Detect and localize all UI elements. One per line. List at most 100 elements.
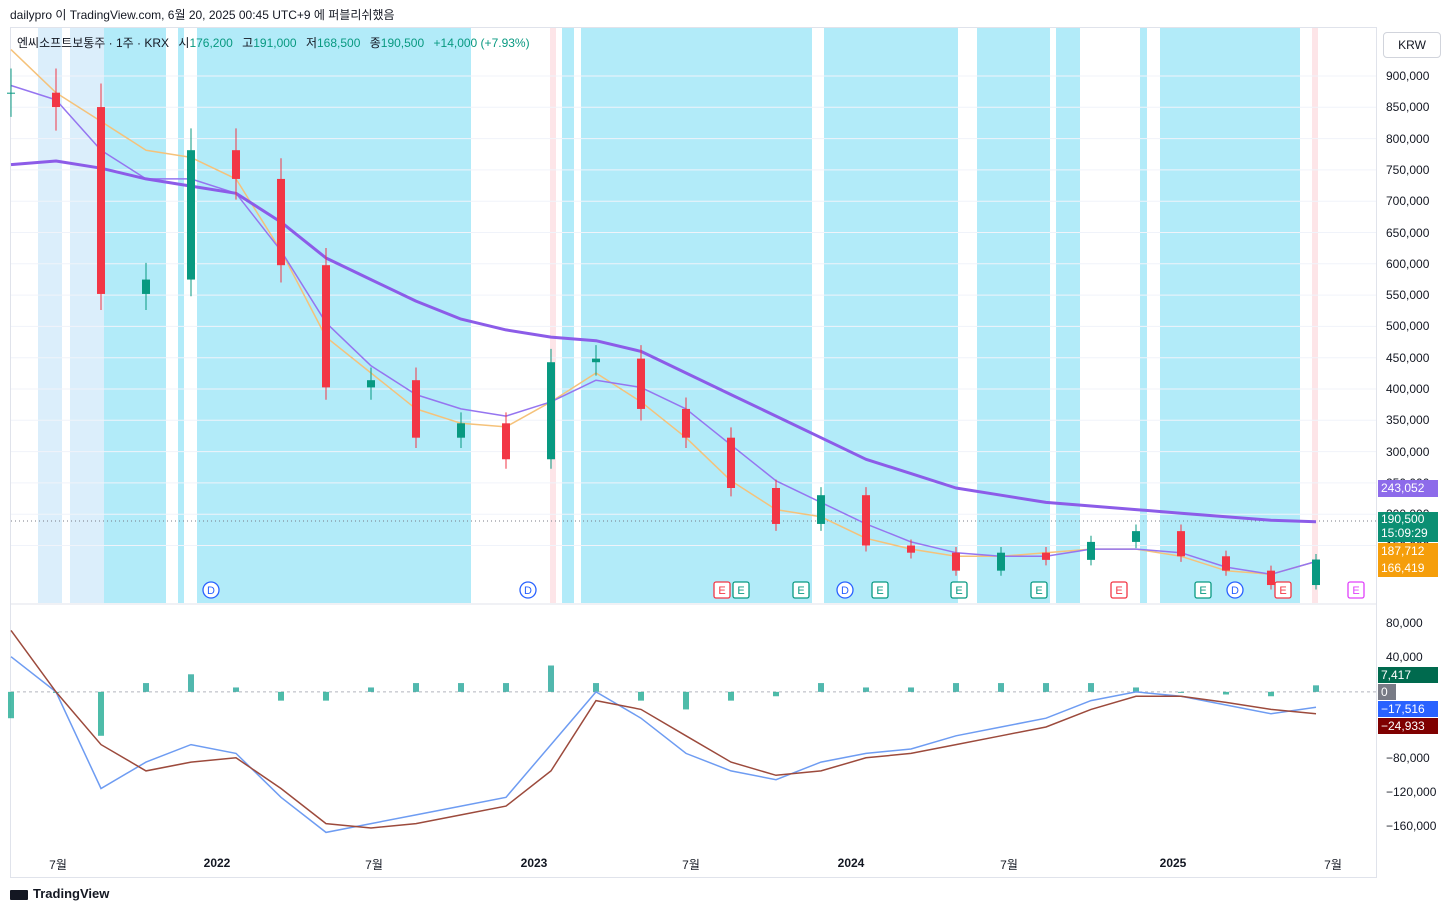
band — [197, 28, 471, 603]
candle-body — [772, 488, 780, 524]
macd-histogram-bar — [143, 683, 149, 692]
candle-body — [1042, 552, 1050, 560]
price-tick: 400,000 — [1386, 382, 1430, 396]
time-tick: 2022 — [203, 856, 231, 870]
earnings-marker — [732, 581, 750, 599]
macd-histogram-bar — [908, 687, 914, 692]
macd-signal-tag: −24,933 — [1378, 718, 1438, 734]
macd-tick: −120,000 — [1386, 785, 1437, 799]
last-price-tag: 190,500 15:09:29 — [1378, 512, 1438, 542]
event-label: E — [1199, 585, 1206, 597]
price-tick: 800,000 — [1386, 131, 1430, 146]
last-price: 190,500 — [1381, 512, 1425, 526]
price-tick: 350,000 — [1386, 413, 1430, 428]
price-tick: 300,000 — [1386, 444, 1430, 459]
band — [1312, 28, 1318, 603]
band — [1160, 28, 1300, 603]
event-label: E — [1115, 585, 1122, 597]
candle-body — [142, 279, 150, 294]
candle-body — [7, 92, 15, 94]
macd-histogram-bar — [1133, 687, 1139, 692]
candle-body — [592, 358, 600, 363]
macd-histogram-bar — [548, 665, 554, 692]
band — [1140, 28, 1147, 603]
macd-histogram-bar — [728, 691, 734, 701]
macd-histogram-bar — [1088, 683, 1094, 692]
time-tick: 2025 — [1159, 856, 1187, 870]
time-tick: 2023 — [520, 856, 548, 870]
currency-button[interactable]: KRW — [1383, 32, 1441, 58]
candle-body — [502, 423, 510, 460]
earnings-marker — [1194, 581, 1212, 599]
candle-body — [547, 362, 555, 460]
earnings-marker — [1110, 581, 1128, 599]
event-label: E — [1352, 585, 1359, 597]
price-tick: 600,000 — [1386, 256, 1430, 271]
band — [1056, 28, 1080, 603]
grid-lines — [11, 75, 1376, 605]
band — [824, 28, 958, 603]
macd-histogram-bar — [98, 691, 104, 736]
macd-histogram-bar — [593, 683, 599, 692]
macd-tick: −160,000 — [1386, 819, 1437, 833]
publish-info: dailypro 이 TradingView.com, 6월 20, 2025 … — [10, 8, 395, 22]
candle-body — [277, 178, 285, 266]
band — [178, 28, 184, 603]
earnings-marker — [1347, 581, 1365, 599]
earnings-marker — [1030, 581, 1048, 599]
signal-line — [10, 629, 1317, 829]
macd-histogram-bar — [1223, 691, 1229, 695]
macd-histogram-bar — [503, 683, 509, 692]
band — [550, 28, 556, 603]
event-label: D — [524, 585, 532, 597]
chart-frame — [10, 27, 1377, 878]
candle-body — [907, 545, 915, 553]
event-label: E — [1035, 585, 1042, 597]
time-tick: 7월 — [1000, 858, 1018, 872]
tradingview-icon — [10, 889, 28, 900]
macd-histogram-bar — [368, 687, 374, 692]
event-label: E — [737, 585, 744, 597]
candle-body — [1267, 570, 1275, 586]
macd-zero-tag: 0 — [1378, 684, 1396, 700]
macd-histogram-bar — [413, 683, 419, 692]
open-label: 시 — [178, 36, 190, 50]
macd-histogram-bar — [773, 691, 779, 697]
ma-a-tag: 187,712 — [1378, 543, 1438, 560]
macd-line — [10, 656, 1317, 834]
countdown: 15:09:29 — [1381, 526, 1428, 540]
macd-hist-tag: 7,417 — [1378, 667, 1438, 683]
macd-histogram-bar — [1268, 691, 1274, 697]
dividend-marker — [202, 581, 220, 599]
tradingview-logo[interactable]: TradingView — [10, 886, 109, 901]
price-tick: 650,000 — [1386, 225, 1430, 240]
price-tick: 500,000 — [1386, 319, 1430, 334]
candle-body — [1132, 531, 1140, 542]
candle-body — [52, 92, 60, 108]
price-tick: 450,000 — [1386, 350, 1430, 365]
macd-histogram-bar — [278, 691, 284, 701]
event-label: D — [207, 585, 215, 597]
event-label: D — [841, 585, 849, 597]
candle-body — [457, 423, 465, 438]
earnings-marker — [871, 581, 889, 599]
symbol-name: 엔씨소프트보통주 · 1주 · KRX — [17, 36, 170, 50]
macd-line-tag: −17,516 — [1378, 701, 1438, 717]
band — [38, 28, 62, 603]
macd-tick: −80,000 — [1386, 751, 1430, 765]
close-label: 종 — [369, 36, 381, 50]
event-label: E — [1279, 585, 1286, 597]
event-label: E — [955, 585, 962, 597]
earnings-marker — [950, 581, 968, 599]
macd-histogram-bar — [638, 691, 644, 701]
macd-histogram-bar — [818, 683, 824, 692]
band — [562, 28, 574, 603]
candle-body — [232, 150, 240, 179]
macd-pane — [8, 629, 1376, 834]
band — [104, 28, 166, 603]
price-tick: 550,000 — [1386, 288, 1430, 303]
candle-body — [817, 495, 825, 524]
macd-histogram-bar — [683, 691, 689, 710]
